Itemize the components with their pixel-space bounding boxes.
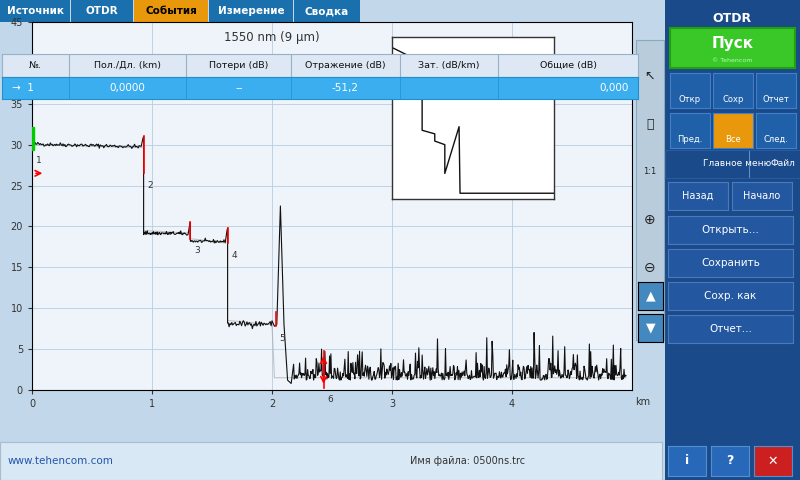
Text: ⊕: ⊕ <box>644 213 656 227</box>
Text: Все: Все <box>725 135 741 144</box>
Text: ✋: ✋ <box>646 118 654 131</box>
Text: 1550 nm (9 μm): 1550 nm (9 μm) <box>224 31 320 44</box>
Text: Главное меню: Главное меню <box>702 159 771 168</box>
Text: Потери (dB): Потери (dB) <box>210 61 269 70</box>
Text: OTDR: OTDR <box>86 6 118 16</box>
Text: Измерение: Измерение <box>218 6 284 16</box>
Text: -51,2: -51,2 <box>332 83 359 93</box>
Text: Сохр. как: Сохр. как <box>704 291 757 301</box>
Text: След.: След. <box>763 135 789 144</box>
Text: Открыть...: Открыть... <box>702 225 759 235</box>
Text: ↖: ↖ <box>645 70 655 83</box>
Text: OTDR: OTDR <box>712 12 751 25</box>
Text: Зат. (dB/km): Зат. (dB/km) <box>418 61 479 70</box>
Text: 4: 4 <box>231 251 237 260</box>
Text: Сохранить: Сохранить <box>701 258 760 268</box>
Text: km: km <box>635 396 650 407</box>
Text: Пред.: Пред. <box>678 135 702 144</box>
Text: ⊖: ⊖ <box>644 261 656 275</box>
Text: Отчет...: Отчет... <box>709 324 752 334</box>
Text: Отчет: Отчет <box>762 95 790 104</box>
Text: ▲: ▲ <box>646 289 655 302</box>
Text: Пол./Дл. (km): Пол./Дл. (km) <box>94 61 161 70</box>
Text: ✕: ✕ <box>768 455 778 468</box>
Text: Откр: Откр <box>679 95 701 104</box>
Text: i: i <box>685 455 689 468</box>
Text: 1:1: 1:1 <box>643 168 657 177</box>
Text: События: События <box>145 6 197 16</box>
Text: Файл: Файл <box>770 159 795 168</box>
Text: ?: ? <box>726 455 734 468</box>
Text: Отражение (dB): Отражение (dB) <box>305 61 386 70</box>
Text: 6: 6 <box>327 395 333 404</box>
Text: Источник: Источник <box>6 6 63 16</box>
Text: Начало: Начало <box>743 191 781 201</box>
Text: Имя файла: 0500ns.trc: Имя файла: 0500ns.trc <box>410 456 526 466</box>
Text: Сводка: Сводка <box>305 6 349 16</box>
Text: Общие (dB): Общие (dB) <box>539 61 597 70</box>
Text: Сохр: Сохр <box>722 95 744 104</box>
Text: 2: 2 <box>147 181 153 190</box>
Text: 0,000: 0,000 <box>599 83 629 93</box>
Text: 5: 5 <box>279 334 285 343</box>
Text: №.: №. <box>29 61 42 70</box>
Text: © Tehencom: © Tehencom <box>712 58 753 63</box>
Text: www.tehencom.com: www.tehencom.com <box>8 456 114 466</box>
Text: ▼: ▼ <box>646 322 655 335</box>
Text: 3: 3 <box>194 246 200 255</box>
Text: 1: 1 <box>36 156 42 166</box>
Text: ≈: ≈ <box>645 310 655 323</box>
Text: Пуск: Пуск <box>711 36 754 51</box>
Text: Назад: Назад <box>682 191 714 201</box>
Bar <box>32 127 34 150</box>
Text: --: -- <box>235 83 242 93</box>
Text: →  1: → 1 <box>11 83 34 93</box>
Text: 0,0000: 0,0000 <box>110 83 146 93</box>
